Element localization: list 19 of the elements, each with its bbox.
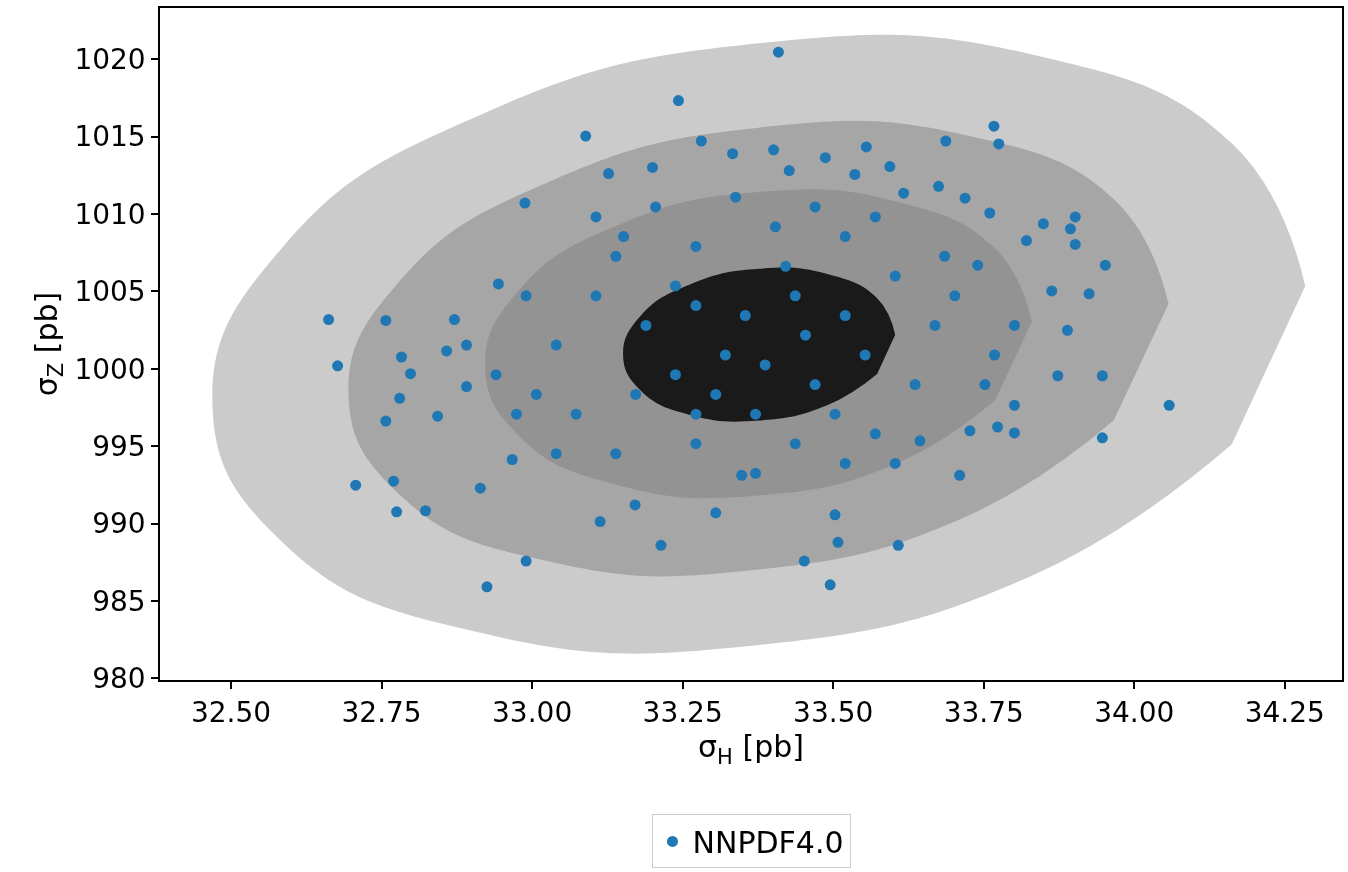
x-tick-label: 33.25 xyxy=(642,696,723,730)
y-tick-label: 1015 xyxy=(74,120,146,154)
x-tick-label: 34.00 xyxy=(1094,696,1175,730)
x-tick-label: 33.75 xyxy=(943,696,1024,730)
x-tick-label: 32.50 xyxy=(190,696,272,730)
y-tick-label: 1005 xyxy=(74,275,146,309)
y-tick-label: 1010 xyxy=(74,197,146,231)
y-tick-label: 990 xyxy=(92,507,146,541)
y-tick-label: 1000 xyxy=(74,352,146,386)
x-tick-label: 32.75 xyxy=(341,696,422,730)
x-tick-label: 33.50 xyxy=(793,696,874,730)
y-tick-label: 1020 xyxy=(74,42,146,76)
x-axis-title: σ$_{H}$ [pb] xyxy=(698,729,804,769)
y-tick-label: 985 xyxy=(92,584,146,618)
x-tick-label: 34.25 xyxy=(1244,696,1325,730)
x-tick-label: 33.00 xyxy=(492,696,573,730)
legend-label: NNPDF4.0 xyxy=(692,825,844,861)
y-tick-label: 980 xyxy=(92,662,146,696)
y-tick-label: 995 xyxy=(92,429,146,463)
